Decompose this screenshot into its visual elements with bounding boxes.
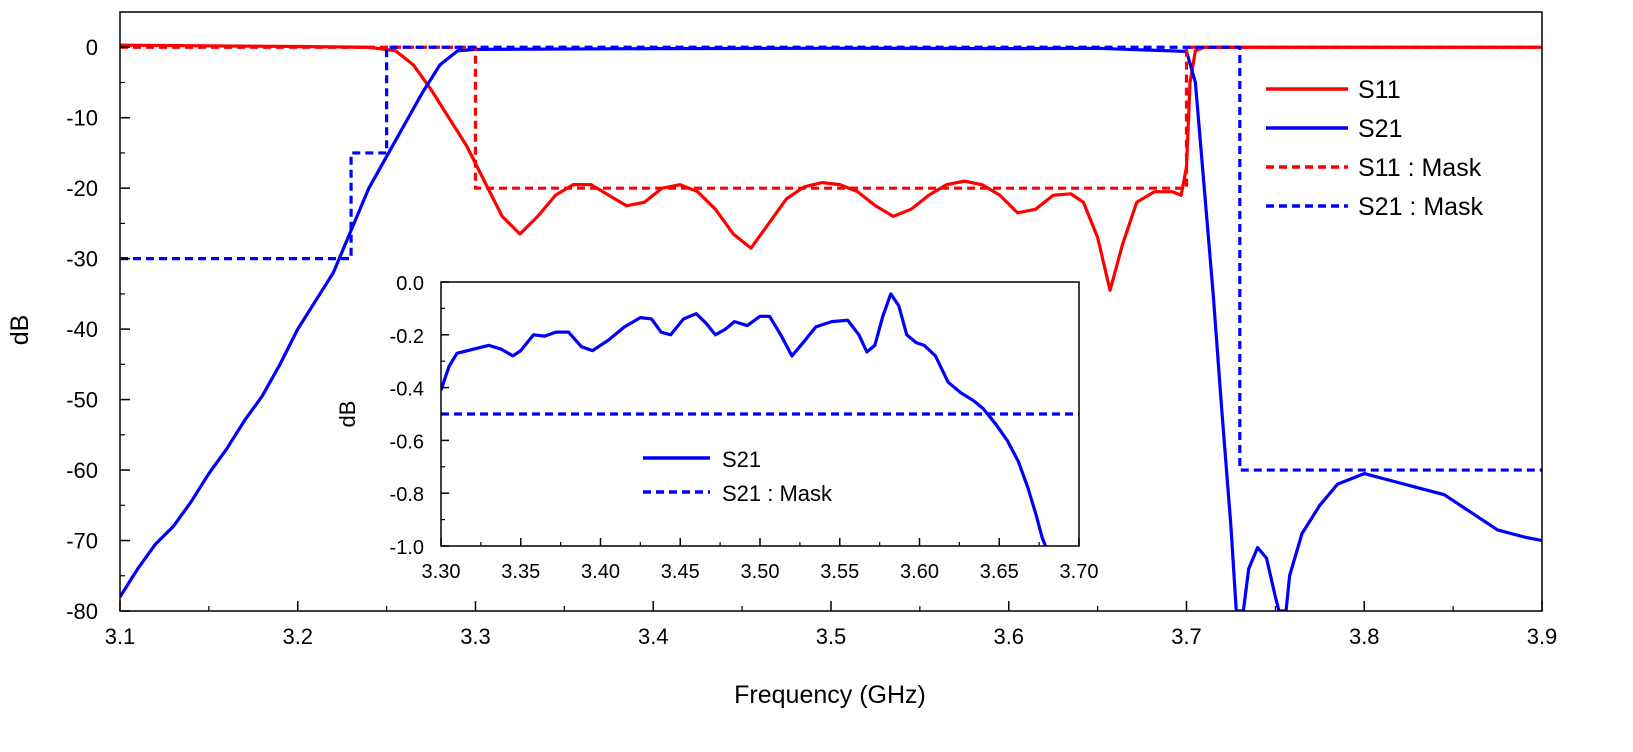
main-x-tick-label: 3.5	[816, 624, 847, 649]
inset-legend-label: S21 : Mask	[722, 481, 833, 506]
main-y-tick-label: -10	[66, 106, 98, 131]
main-y-tick-label: 0	[86, 35, 98, 60]
main-legend-label: S11 : Mask	[1358, 154, 1482, 182]
main-series-group	[120, 43, 1542, 611]
main-y-tick-label: -40	[66, 317, 98, 342]
inset-x-tick-label: 3.40	[581, 561, 620, 583]
main-x-tick-label: 3.8	[1349, 624, 1380, 649]
main-series-s21-mask-line	[120, 45, 1542, 472]
inset-y-tick-label: -1.0	[390, 537, 424, 559]
main-x-tick-label: 3.9	[1527, 624, 1558, 649]
inset-legend-label: S21	[722, 447, 761, 472]
inset-y-axis-title: dB	[335, 401, 360, 428]
main-x-tick-label: 3.2	[282, 624, 313, 649]
inset-x-tick-label: 3.30	[422, 561, 461, 583]
main-x-tick-label: 3.6	[993, 624, 1024, 649]
main-y-tick-label: -60	[66, 458, 98, 483]
main-series-s11-mask-line	[120, 45, 1542, 190]
main-legend-label: S11	[1358, 76, 1401, 104]
main-y-tick-label: -50	[66, 388, 98, 413]
main-y-tick-label: -30	[66, 247, 98, 272]
main-legend-label: S21 : Mask	[1358, 193, 1484, 221]
inset-series-s21-line	[441, 292, 1047, 546]
main-y-axis-title: dB	[6, 315, 34, 346]
inset-x-tick-label: 3.35	[501, 561, 540, 583]
inset-y-tick-label: -0.8	[390, 484, 424, 506]
main-legend-label: S21	[1358, 115, 1402, 143]
main-y-tick-label: -70	[66, 529, 98, 554]
inset-y-tick-label: -0.6	[390, 431, 424, 453]
main-series-s11-line	[120, 43, 1542, 292]
main-legend: S11 S21 S11 : Mask S21 : Mask	[1266, 76, 1484, 221]
main-x-tick-label: 3.4	[638, 624, 669, 649]
inset-x-tick-label: 3.60	[900, 561, 939, 583]
inset-y-tick-label: -0.4	[390, 379, 424, 401]
main-x-tick-label: 3.3	[460, 624, 491, 649]
inset-y-tick-label: -0.2	[390, 326, 424, 348]
inset-x-tick-label: 3.70	[1060, 561, 1099, 583]
main-y-tick-label: -80	[66, 599, 98, 624]
main-x-tick-label: 3.7	[1171, 624, 1202, 649]
inset-chart: 3.30 3.35 3.40 3.45 3.50 3.55 3.60 3.65 3.70 0.0 -…	[335, 273, 1098, 583]
inset-series-group	[441, 292, 1079, 546]
main-y-tick-label: -20	[66, 176, 98, 201]
inset-legend: S21 S21 : Mask	[643, 447, 833, 506]
main-x-axis-title: Frequency (GHz)	[734, 681, 926, 709]
inset-y-tick-label: 0.0	[396, 273, 424, 295]
inset-x-tick-label: 3.50	[741, 561, 780, 583]
inset-x-tick-label: 3.65	[980, 561, 1019, 583]
inset-x-tick-label: 3.55	[820, 561, 859, 583]
main-x-tick-label: 3.1	[105, 624, 136, 649]
inset-x-tick-label: 3.45	[661, 561, 700, 583]
